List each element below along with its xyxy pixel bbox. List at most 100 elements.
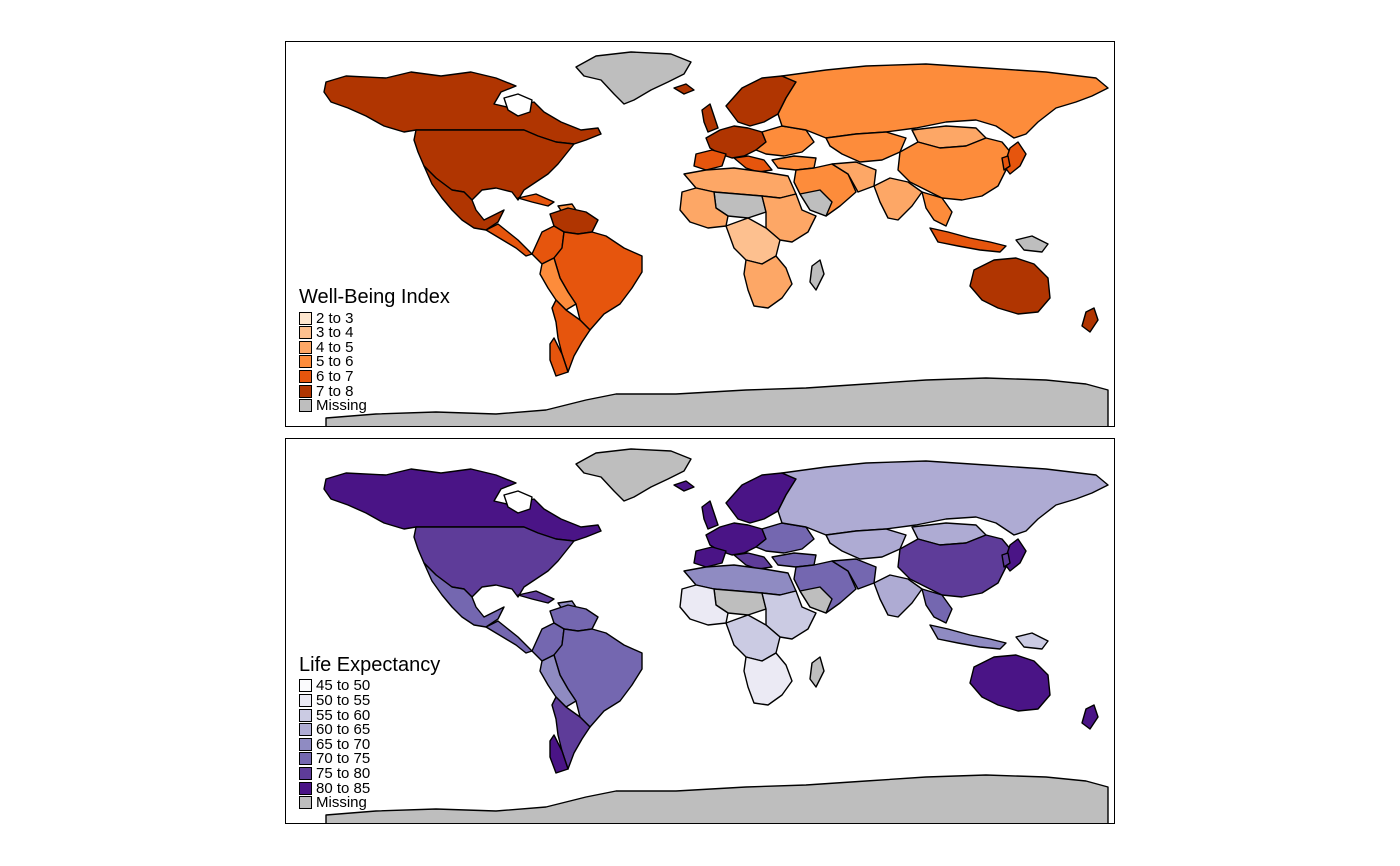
legend-label: 2 to 3 [316, 309, 354, 327]
region-italy-balkans [733, 552, 773, 570]
legend-swatch [299, 737, 312, 751]
region-mexico [423, 562, 505, 628]
region-central-america [485, 223, 533, 257]
legend-label: 55 to 60 [316, 706, 371, 724]
region-antarctica [325, 377, 1109, 426]
region-greenland [575, 448, 692, 502]
region-india [873, 177, 923, 221]
legend-item: Missing [299, 398, 450, 413]
region-kazakhstan [825, 131, 907, 163]
life-expectancy-map-panel: Life Expectancy 45 to 50 50 to 55 55 to 60… [285, 438, 1115, 824]
region-central-america [485, 620, 533, 654]
region-east-africa [761, 590, 817, 640]
legend-item: 70 to 75 [299, 751, 440, 766]
region-madagascar [809, 656, 825, 688]
legend-label: 65 to 70 [316, 735, 371, 753]
legend-item: 2 to 3 [299, 311, 450, 326]
region-iberia [693, 149, 727, 171]
region-iberia [693, 546, 727, 568]
legend-label: 4 to 5 [316, 338, 354, 356]
legend-swatch [299, 752, 312, 766]
region-iceland [673, 480, 695, 492]
region-indonesia [929, 624, 1007, 650]
legend-item: 5 to 6 [299, 353, 450, 371]
legend-label: 60 to 65 [316, 721, 371, 739]
legend-label: 5 to 6 [316, 353, 354, 371]
legend-label: 45 to 50 [316, 677, 371, 695]
legend-label: Missing [316, 794, 367, 812]
legend-label: 7 to 8 [316, 382, 354, 400]
region-italy-balkans [733, 155, 773, 173]
legend-item: 60 to 65 [299, 722, 440, 737]
legend-title: Well-Being Index [299, 285, 450, 308]
legend-items: 45 to 50 50 to 55 55 to 60 60 to 65 65 to 70… [299, 677, 440, 810]
region-peru-bolivia [539, 257, 577, 311]
region-east-africa [761, 193, 817, 243]
legend-item: 80 to 85 [299, 781, 440, 796]
legend-item: Missing [299, 795, 440, 810]
region-southeast-asia [921, 191, 953, 227]
region-southeast-asia [921, 588, 953, 624]
region-madagascar [809, 259, 825, 291]
legend-label: 50 to 55 [316, 692, 371, 710]
region-australia [969, 654, 1051, 712]
region-argentina-chile [551, 696, 591, 770]
legend-swatch [299, 311, 312, 325]
region-tierra-del-fuego [549, 337, 569, 377]
legend-item: 75 to 80 [299, 766, 440, 781]
region-west-africa [679, 584, 729, 626]
region-southern-africa [743, 652, 793, 706]
region-cuba [517, 590, 555, 604]
region-west-africa [679, 187, 729, 229]
region-indonesia [929, 227, 1007, 253]
region-new-guinea-missing [1015, 235, 1049, 253]
legend-item: 45 to 50 [299, 677, 440, 695]
region-korea [1001, 155, 1011, 171]
legend-item: 7 to 8 [299, 384, 450, 399]
region-argentina-chile [551, 299, 591, 373]
region-iceland [673, 83, 695, 95]
world-map-well-being [323, 51, 1109, 426]
region-uk [701, 500, 719, 530]
region-russia [777, 460, 1109, 536]
region-new-zealand [1081, 704, 1099, 730]
legend-label: 3 to 4 [316, 324, 354, 342]
legend-item: 3 to 4 [299, 325, 450, 340]
region-china [897, 534, 1013, 598]
region-arabia-missing [799, 189, 833, 217]
legend: Life Expectancy 45 to 50 50 to 55 55 to 60… [299, 654, 440, 810]
region-antarctica [325, 774, 1109, 823]
legend-swatch [299, 796, 312, 810]
legend-item: 50 to 55 [299, 693, 440, 708]
legend-item: 65 to 70 [299, 737, 440, 752]
legend-label: Missing [316, 397, 367, 415]
region-hudson-bay [503, 490, 533, 514]
legend-swatch [299, 708, 312, 722]
legend-swatch [299, 370, 312, 384]
region-mexico [423, 165, 505, 231]
region-tierra-del-fuego [549, 734, 569, 774]
legend-swatch [299, 399, 312, 413]
legend-swatch [299, 781, 312, 795]
region-new-zealand [1081, 307, 1099, 333]
legend-title: Life Expectancy [299, 653, 441, 676]
region-russia [777, 63, 1109, 139]
region-uk [701, 103, 719, 133]
region-china [897, 137, 1013, 201]
legend-swatch [299, 340, 312, 354]
region-southern-africa [743, 255, 793, 309]
region-canada [323, 468, 602, 542]
region-kazakhstan [825, 528, 907, 560]
legend-label: 80 to 85 [316, 779, 371, 797]
legend-item: 6 to 7 [299, 369, 450, 384]
region-india [873, 574, 923, 618]
region-new-guinea-missing [1015, 632, 1049, 650]
region-hudson-bay [503, 93, 533, 117]
legend-label: 6 to 7 [316, 368, 354, 386]
legend-swatch [299, 679, 312, 693]
legend-swatch [299, 723, 312, 737]
region-cuba [517, 193, 555, 207]
